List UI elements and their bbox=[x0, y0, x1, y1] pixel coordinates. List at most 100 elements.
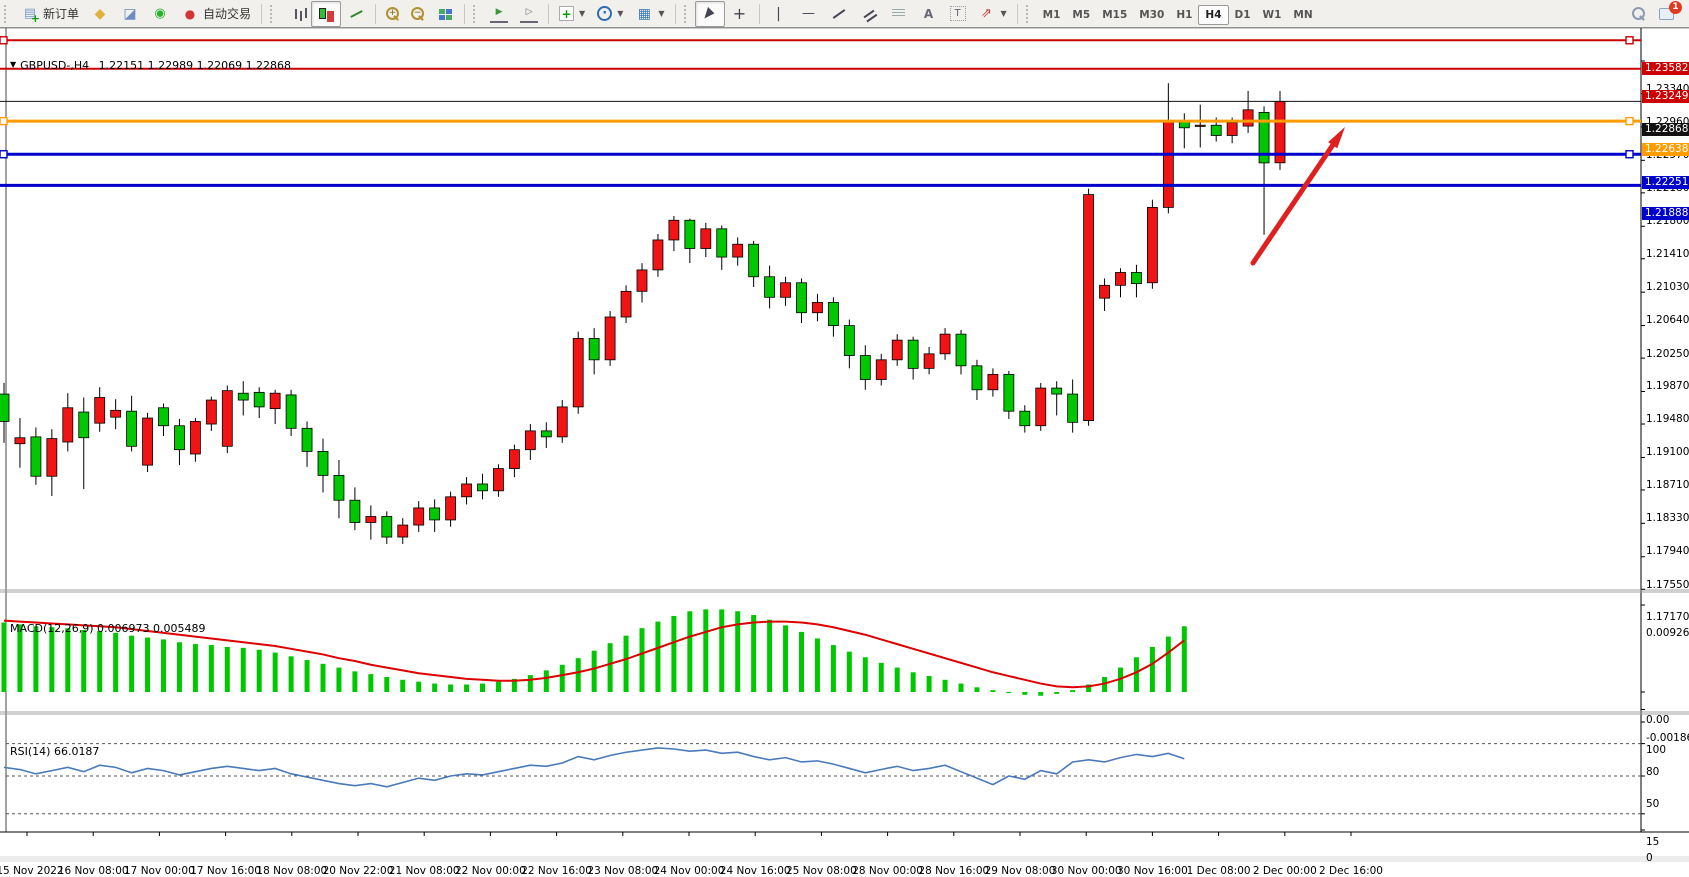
time-axis-label: 17 Nov 16:00 bbox=[190, 865, 261, 877]
line-handle[interactable] bbox=[1625, 36, 1634, 45]
macd-histogram-bar bbox=[432, 683, 438, 692]
timeframe-m1-button[interactable]: M1 bbox=[1042, 8, 1061, 21]
arrows-button[interactable]: ▼ bbox=[972, 1, 1013, 27]
chart-title: ▼ GBPUSD-,H4 1.22151 1.22989 1.22069 1.22… bbox=[10, 59, 291, 72]
toolbar-separator bbox=[464, 3, 466, 24]
candle bbox=[620, 290, 632, 318]
trend-arrow[interactable] bbox=[1250, 132, 1342, 266]
auto-scroll-button[interactable] bbox=[484, 1, 514, 27]
symbol-timeframe: GBPUSD-,H4 bbox=[20, 59, 90, 72]
timeframe-bar: M1 M5 M15 M30 H1 H4 D1 W1 MN bbox=[1037, 4, 1319, 25]
text-button[interactable] bbox=[914, 1, 944, 27]
macd-histogram-bar bbox=[240, 647, 246, 692]
candle bbox=[349, 499, 361, 523]
plot-background bbox=[0, 28, 1689, 832]
mql-icon bbox=[91, 6, 109, 22]
macd-histogram-bar bbox=[336, 667, 342, 692]
zoom-in-button[interactable] bbox=[380, 1, 405, 27]
candle bbox=[301, 427, 313, 452]
timeframe-m15-button[interactable]: M15 bbox=[1102, 8, 1128, 21]
macd-histogram-bar bbox=[703, 609, 709, 692]
auto-scroll-icon bbox=[490, 5, 509, 23]
macd-histogram-bar bbox=[288, 656, 294, 692]
vertical-line-button[interactable] bbox=[764, 1, 794, 27]
time-axis-label: 17 Nov 00:00 bbox=[123, 865, 195, 877]
crosshair-button[interactable] bbox=[725, 1, 755, 27]
candle bbox=[524, 430, 536, 451]
timeframe-h4-button[interactable]: H4 bbox=[1198, 4, 1229, 25]
candle bbox=[413, 507, 425, 526]
candle bbox=[907, 339, 919, 369]
indicators-button[interactable]: ▼ bbox=[553, 1, 591, 27]
candle bbox=[381, 516, 393, 538]
trendline-button[interactable] bbox=[824, 1, 854, 27]
macd-histogram-bar bbox=[894, 667, 900, 692]
rsi-line bbox=[3, 747, 1185, 788]
candle bbox=[221, 390, 233, 447]
search-button[interactable] bbox=[1626, 1, 1651, 27]
chart-shift-button[interactable] bbox=[514, 1, 544, 27]
macd-histogram-bar bbox=[97, 630, 103, 692]
bar-chart-button[interactable] bbox=[281, 1, 311, 27]
line-handle[interactable] bbox=[1625, 150, 1634, 159]
signals-button[interactable] bbox=[145, 1, 175, 27]
macd-histogram-bar bbox=[527, 675, 533, 692]
time-axis-label: 22 Nov 16:00 bbox=[521, 865, 592, 877]
trend-arrow-head[interactable] bbox=[1328, 127, 1345, 149]
timeframe-m5-button[interactable]: M5 bbox=[1072, 8, 1091, 21]
candle bbox=[237, 392, 249, 401]
timeframe-d1-button[interactable]: D1 bbox=[1234, 8, 1251, 21]
candlestick-chart-button[interactable] bbox=[311, 0, 342, 27]
templates-button[interactable]: ▼ bbox=[629, 1, 670, 27]
tile-windows-button[interactable] bbox=[430, 1, 460, 27]
line-handle[interactable] bbox=[0, 36, 8, 45]
macd-histogram-bar bbox=[591, 650, 597, 692]
fibonacci-button[interactable] bbox=[884, 1, 914, 27]
navigator-icon bbox=[121, 6, 139, 22]
new-order-button[interactable]: 新订单 bbox=[15, 1, 85, 27]
line-handle[interactable] bbox=[0, 150, 8, 159]
community-button[interactable]: 1 bbox=[1651, 0, 1682, 27]
cursor-button[interactable] bbox=[694, 0, 725, 27]
candle bbox=[285, 394, 297, 429]
equidistant-channel-button[interactable] bbox=[854, 1, 884, 27]
periods-button[interactable]: ▼ bbox=[591, 1, 629, 27]
mql-community-button[interactable] bbox=[85, 1, 115, 27]
autotrading-button[interactable]: 自动交易 bbox=[175, 1, 257, 27]
candle bbox=[891, 339, 903, 361]
timeframe-h1-button[interactable]: H1 bbox=[1176, 8, 1193, 21]
timeframe-mn-button[interactable]: MN bbox=[1293, 8, 1313, 21]
macd-histogram-bar bbox=[511, 678, 517, 692]
candle bbox=[812, 302, 823, 314]
line-chart-button[interactable] bbox=[341, 1, 371, 27]
timeframe-m30-button[interactable]: M30 bbox=[1139, 8, 1165, 21]
zoom-out-icon bbox=[411, 7, 425, 20]
line-handle[interactable] bbox=[1625, 116, 1634, 126]
macd-histogram-bar bbox=[400, 679, 406, 692]
text-label-icon bbox=[949, 6, 966, 21]
time-axis-label: 23 Nov 08:00 bbox=[587, 865, 659, 877]
candle bbox=[461, 483, 472, 498]
macd-histogram-bar bbox=[559, 664, 565, 692]
macd-histogram-bar bbox=[607, 643, 613, 692]
macd-histogram-bar bbox=[1149, 646, 1155, 692]
price-level-label: 1.23582 bbox=[1642, 61, 1689, 75]
macd-tick-label: 0.00 bbox=[1646, 714, 1670, 726]
horizontal-line-button[interactable] bbox=[794, 1, 824, 27]
line-handle[interactable] bbox=[0, 116, 8, 126]
navigator-button[interactable] bbox=[115, 1, 145, 27]
macd-histogram-bar bbox=[623, 635, 629, 692]
price-tick-label: 1.18330 bbox=[1646, 511, 1689, 524]
macd-histogram-bar bbox=[368, 674, 374, 692]
symbol-dropdown-icon[interactable]: ▼ bbox=[10, 60, 17, 69]
arrows-icon bbox=[978, 6, 996, 22]
macd-tick-label: -0.001865 bbox=[1646, 731, 1689, 744]
price-tick-label: 1.19100 bbox=[1646, 446, 1689, 459]
candle bbox=[716, 228, 728, 258]
chart-canvas[interactable] bbox=[0, 28, 1689, 863]
text-label-button[interactable] bbox=[944, 1, 972, 27]
macd-histogram-bar bbox=[1006, 692, 1012, 693]
timeframe-w1-button[interactable]: W1 bbox=[1262, 8, 1282, 21]
zoom-out-button[interactable] bbox=[405, 1, 430, 27]
candle bbox=[1003, 373, 1015, 412]
